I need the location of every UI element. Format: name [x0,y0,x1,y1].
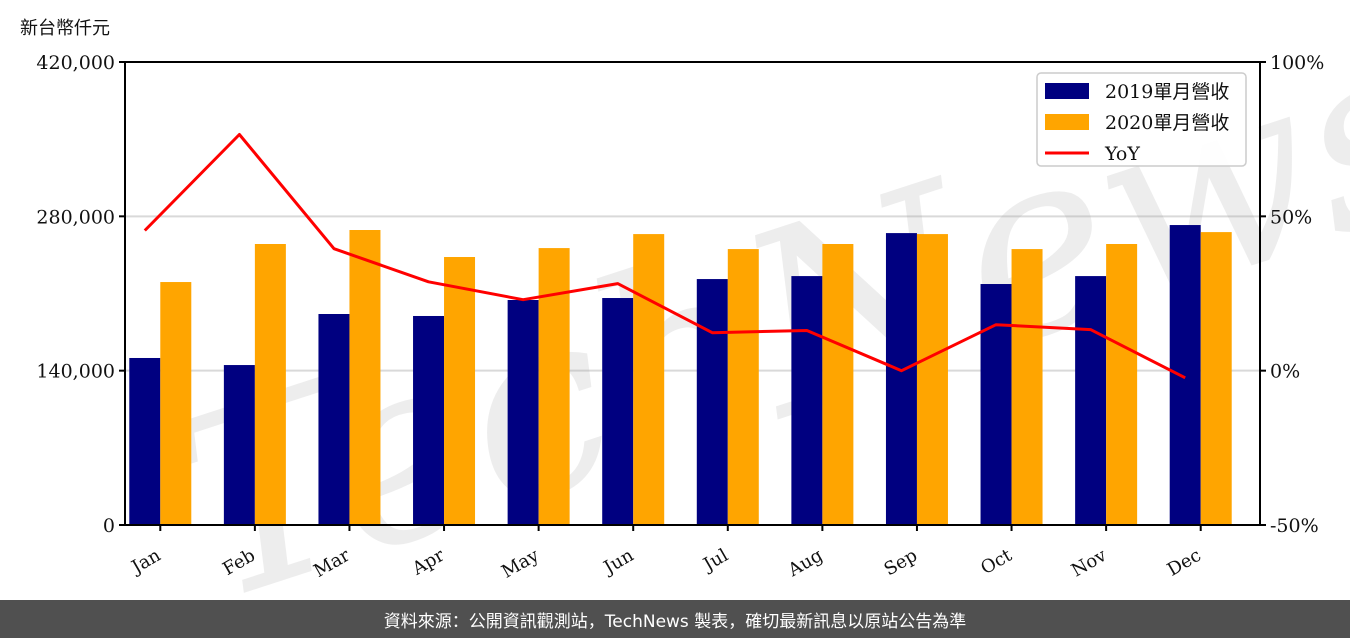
yoy-line-series [143,133,1186,380]
legend: 2019單月營收 2020單月營收 YoY [1036,72,1247,167]
y-axis-unit-label: 新台幣仟元 [20,18,110,39]
legend-box [1036,72,1247,167]
bar-2019 [223,365,255,525]
bar-2020 [1106,244,1138,525]
source-footer: 資料來源：公開資訊觀測站，TechNews 製表，確切最新訊息以原站公告為準 [0,600,1350,638]
bar-2019 [1075,276,1107,525]
bar-2020 [349,230,381,525]
bar-2020 [160,282,192,525]
x-tick-label: Sep [881,545,921,580]
yoy-line [143,133,1186,380]
y-tick-label: 0 [103,515,115,537]
x-tick-label: Jul [698,545,732,577]
bar-2020 [727,249,759,526]
y2-tick-label: 50% [1270,206,1312,228]
y2-tick-label: -50% [1270,515,1319,537]
y-tick-label: 140,000 [36,361,115,383]
revenue-yoy-chart: TechNews 0140,000280,000420,000-50%0%50%… [36,0,1350,600]
bar-2020 [254,244,286,525]
bar-2019 [129,357,161,525]
bar-2020 [444,257,476,525]
bar-2019 [1169,225,1201,525]
x-tick-label: Jun [599,545,638,580]
x-tick-label: Jan [127,545,165,579]
y2-tick-label: 100% [1270,52,1324,74]
y-tick-label: 280,000 [36,206,115,228]
bar-2020 [822,244,854,525]
x-tick-label: Oct [977,544,1016,579]
bar-2019 [602,298,634,525]
x-tick-label: Nov [1068,544,1111,581]
legend-swatch [1045,114,1089,130]
y-tick-label: 420,000 [36,52,115,74]
bar-2019 [318,314,350,525]
bar-series [129,225,1232,526]
legend-label: YoY [1104,143,1140,165]
x-tick-label: Dec [1164,545,1205,581]
bar-2020 [1011,249,1043,526]
bar-2019 [413,315,445,525]
bar-2020 [633,234,665,525]
legend-swatch [1045,83,1089,99]
bar-2019 [696,279,728,525]
gridlines [125,215,1260,372]
bar-2019 [980,284,1012,525]
y2-tick-label: 0% [1270,361,1300,383]
legend-label: 2019單月營收 [1105,81,1229,103]
bar-2020 [538,248,570,525]
legend-label: 2020單月營收 [1105,112,1229,134]
bar-2020 [1200,232,1232,525]
bar-2019 [885,233,917,525]
source-text: 資料來源：公開資訊觀測站，TechNews 製表，確切最新訊息以原站公告為準 [383,611,967,632]
x-tick-label: Aug [784,545,827,582]
bar-2020 [916,234,948,525]
bar-2019 [791,276,823,525]
bar-2019 [507,300,539,525]
